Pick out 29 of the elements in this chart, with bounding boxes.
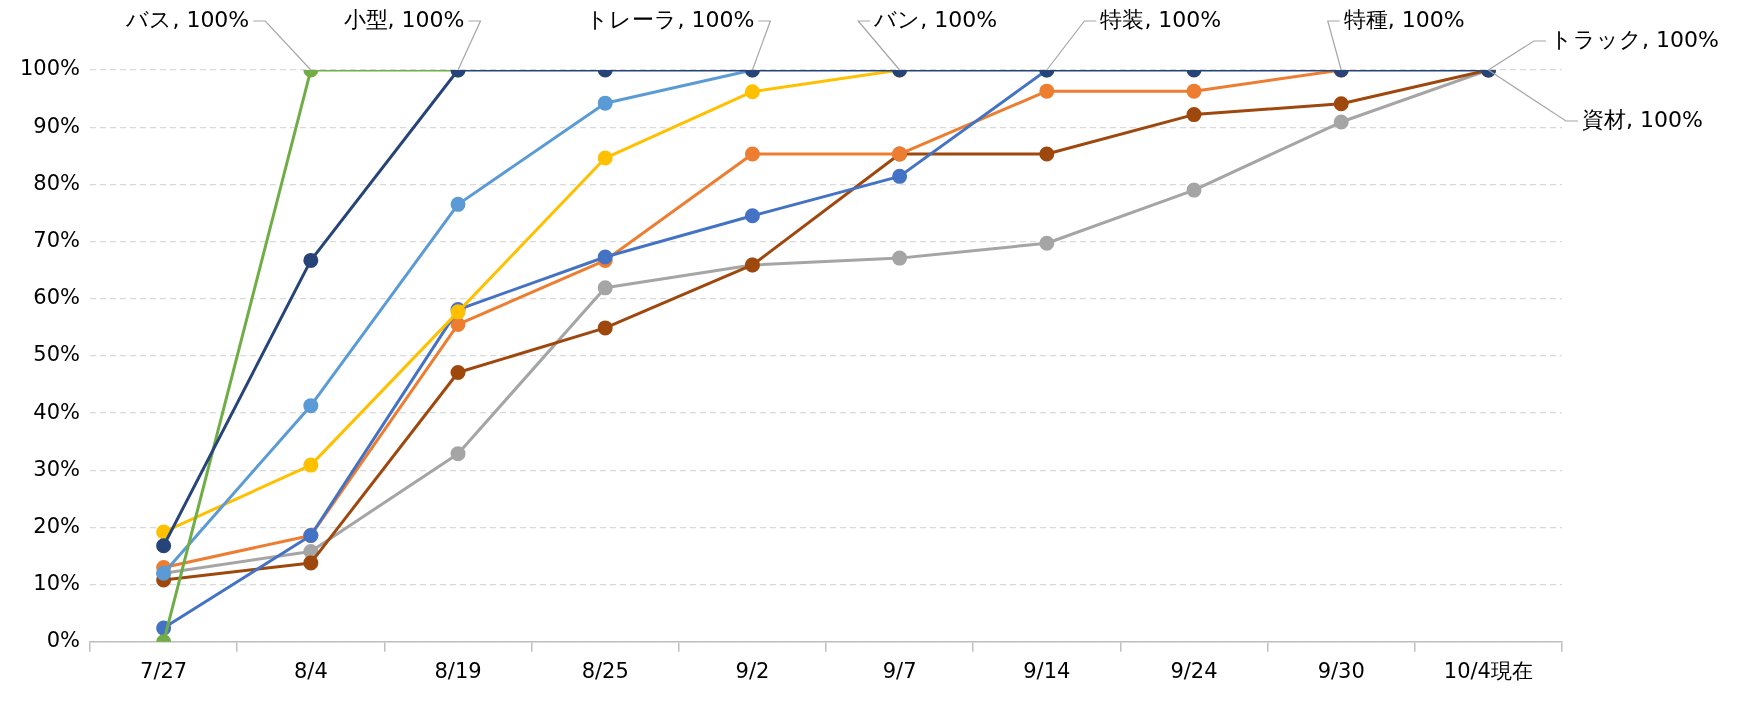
x-tick-label: 7/27 [140, 658, 188, 683]
x-tick-label: 8/4 [293, 658, 328, 683]
x-tick-label: 8/25 [581, 658, 629, 683]
y-tick-label: 20% [33, 513, 81, 538]
x-tick-label: 9/7 [882, 658, 917, 683]
x-tick-label: 9/14 [1023, 658, 1071, 683]
x-tick-label: 10/4現在 [1443, 658, 1533, 683]
data-label: 特種, 100% [1343, 6, 1465, 32]
x-tick-label: 8/19 [434, 658, 482, 683]
y-tick-label: 80% [33, 170, 81, 195]
data-label: バン, 100% [873, 6, 998, 32]
y-tick-label: 90% [33, 113, 81, 138]
x-tick-label: 9/24 [1170, 658, 1218, 683]
y-tick-label: 0% [46, 628, 81, 653]
data-label: 小型, 100% [343, 6, 465, 32]
data-label: 資材, 100% [1581, 106, 1703, 132]
data-label: トラック, 100% [1549, 26, 1719, 52]
y-tick-label: 30% [33, 456, 81, 481]
y-tick-label: 100% [19, 56, 81, 81]
y-tick-label: 40% [33, 399, 81, 424]
y-tick-label: 50% [33, 342, 81, 367]
data-label: 特装, 100% [1100, 6, 1222, 32]
x-tick-label: 9/2 [735, 658, 770, 683]
y-tick-label: 60% [33, 285, 81, 310]
data-label: バス, 100% [125, 6, 250, 32]
y-tick-label: 70% [33, 227, 81, 252]
y-tick-label: 10% [33, 571, 81, 596]
x-tick-label: 9/30 [1317, 658, 1365, 683]
data-label: トレーラ, 100% [586, 6, 755, 32]
